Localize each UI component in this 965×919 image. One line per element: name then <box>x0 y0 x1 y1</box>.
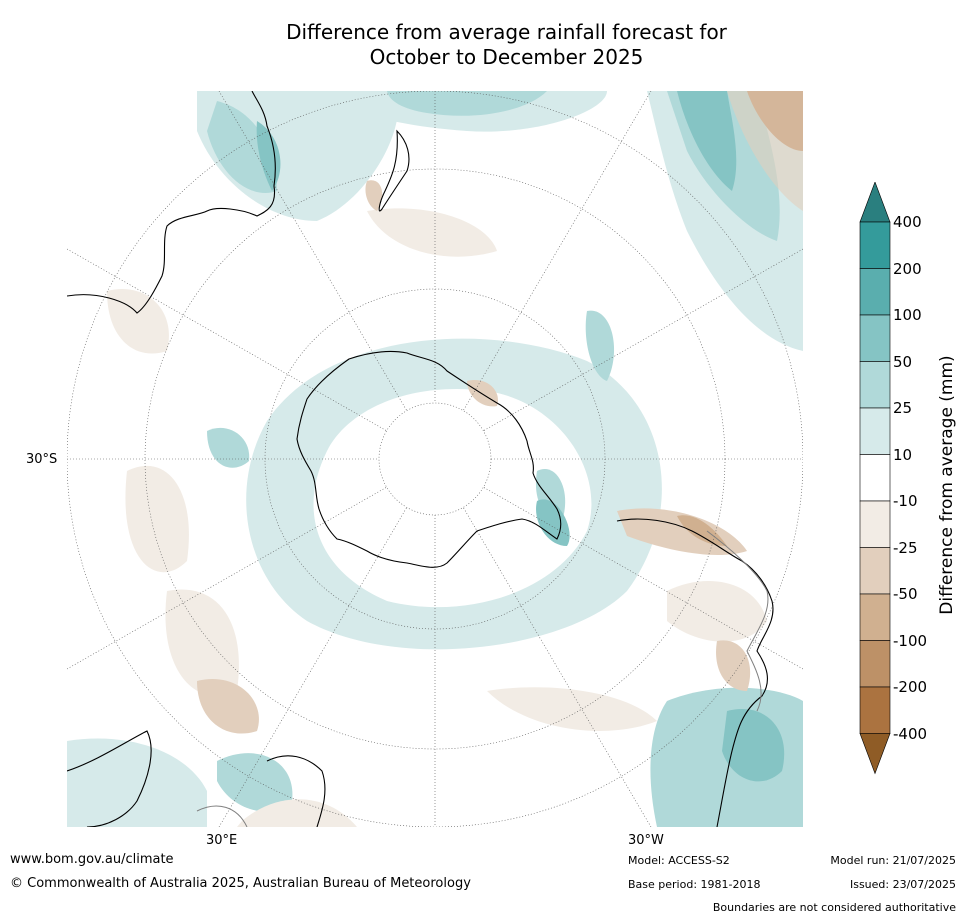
boundaries-disclaimer: Boundaries are not considered authoritat… <box>712 901 956 914</box>
colorbar-bin <box>859 268 891 316</box>
colorbar-bin <box>859 314 891 362</box>
colorbar-bin <box>859 454 891 502</box>
colorbar-tick-label: -200 <box>893 678 928 696</box>
colorbar-tick-label: -50 <box>893 585 918 603</box>
south-america-coastline <box>616 518 774 827</box>
colorbar-tick-label: 10 <box>893 445 913 464</box>
colorbar-extend-high <box>859 181 891 223</box>
colorbar-bin <box>859 686 891 734</box>
colorbar-legend <box>858 181 958 782</box>
colorbar-tick-label: -400 <box>893 724 928 743</box>
colorbar-tick-label: -10 <box>893 492 918 510</box>
model-run-date: Model run: 21/07/2025 <box>830 854 956 867</box>
colorbar-tick-label: 50 <box>893 352 913 371</box>
latitude-label: 30°S <box>26 452 58 467</box>
colorbar-tick-label: 200 <box>893 259 922 278</box>
base-period: Base period: 1981-2018 <box>628 878 761 891</box>
colorbar-tick-label: -100 <box>893 631 928 650</box>
australia-coastline <box>67 91 276 314</box>
new-zealand-coastline <box>378 129 410 212</box>
map-title-line1: Difference from average rainfall forecas… <box>286 20 727 44</box>
copyright-notice: © Commonwealth of Australia 2025, Austra… <box>10 876 471 891</box>
coastlines <box>67 91 774 827</box>
colorbar-swatches <box>859 181 891 775</box>
rainfall-map <box>67 91 803 827</box>
colorbar-bin <box>859 221 891 269</box>
longitude-label-east: 30°E <box>206 833 238 848</box>
colorbar-bin <box>859 500 891 548</box>
africa-coastline <box>67 730 152 827</box>
colorbar-tick-label: -25 <box>893 538 918 557</box>
circumpolar-wet-ring <box>246 338 662 650</box>
colorbar-tick-label: 400 <box>893 213 922 231</box>
issued-date: Issued: 23/07/2025 <box>849 878 956 891</box>
colorbar-tick-label: 25 <box>893 399 913 417</box>
website-url: www.bom.gov.au/climate <box>10 852 174 867</box>
africa-south-wet <box>67 738 207 827</box>
map-title-line2: October to December 2025 <box>369 45 644 69</box>
colorbar-title: Difference from average (mm) <box>937 355 957 615</box>
longitude-label-west: 30°W <box>628 833 664 848</box>
antarctica-coastline <box>296 350 562 568</box>
model-name: Model: ACCESS-S2 <box>628 854 730 867</box>
map-title: Difference from average rainfall forecas… <box>0 20 965 70</box>
country-boundaries <box>196 530 769 827</box>
madagascar-coastline <box>266 755 326 827</box>
colorbar-bin <box>859 547 891 595</box>
map-canvas <box>67 91 803 827</box>
colorbar-bin <box>859 593 891 641</box>
colorbar-tick-label: 100 <box>893 306 922 324</box>
colorbar-bin <box>859 640 891 688</box>
colorbar-bin <box>859 361 891 409</box>
colorbar-extend-low <box>859 733 891 775</box>
colorbar-bin <box>859 407 891 455</box>
